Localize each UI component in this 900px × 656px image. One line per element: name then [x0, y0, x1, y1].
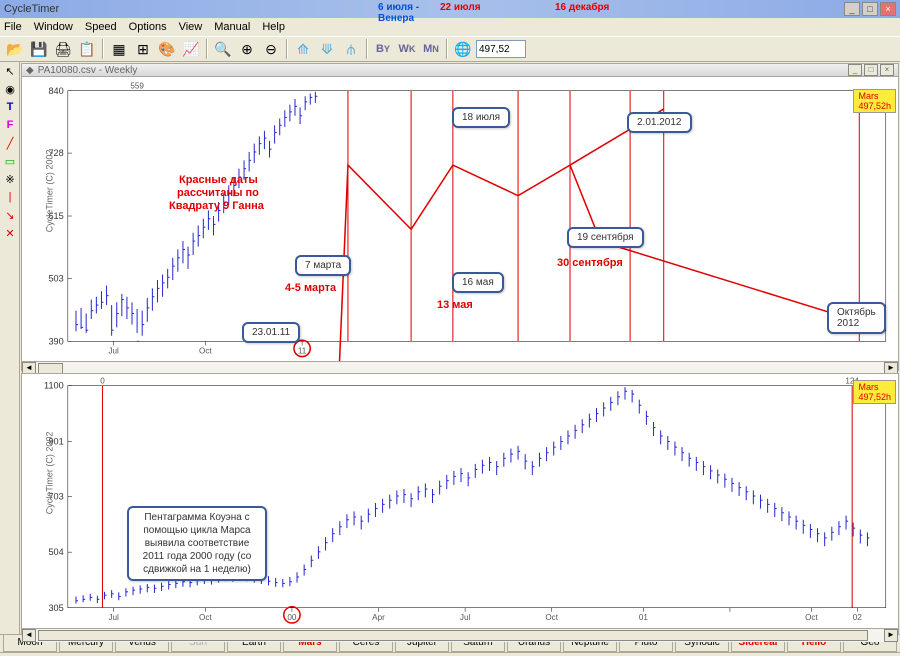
chart2-side-label: CycleTimer (C) 2002	[44, 431, 54, 514]
zoomin-icon[interactable]: ⊕	[236, 38, 258, 60]
save-icon[interactable]: 💾	[28, 38, 50, 60]
chart1-titlebar: ◆ PA10080.csv - Weekly _ □ ×	[22, 64, 898, 77]
svg-text:503: 503	[48, 273, 63, 283]
svg-text:Oct: Oct	[805, 613, 818, 622]
svg-text:Jul: Jul	[460, 613, 471, 622]
value-input[interactable]	[476, 40, 526, 58]
font-icon[interactable]: F	[2, 118, 18, 134]
window-icon[interactable]: ⊞	[132, 38, 154, 60]
chart-icon[interactable]: 📈	[180, 38, 202, 60]
titlebar: CycleTimer _ □ ×	[0, 0, 900, 18]
chart2-scrollbar[interactable]: ◄ ►	[22, 628, 898, 642]
zoomout-icon[interactable]: ⊖	[260, 38, 282, 60]
chart1-mars-box: Mars497,52h	[853, 89, 896, 113]
svg-text:0: 0	[100, 377, 105, 386]
callout: 18 июля	[452, 107, 510, 128]
red-annotation: 13 мая	[437, 299, 473, 311]
open-icon[interactable]: 📂	[4, 38, 26, 60]
red-annotation: Квадрату 9 Ганна	[169, 200, 264, 212]
menu-view[interactable]: View	[179, 21, 203, 33]
arrow-icon[interactable]: ↘	[2, 208, 18, 224]
vline-icon[interactable]: |	[2, 190, 18, 206]
callout: Октябрь2012	[827, 302, 886, 334]
chart1-side-label: CycleTimer (C) 2002	[44, 150, 54, 233]
chart1-min[interactable]: _	[848, 64, 862, 76]
print-icon[interactable]: 🖨	[52, 38, 74, 60]
callout: 2.01.2012	[627, 112, 692, 133]
svg-text:559: 559	[130, 82, 144, 91]
svg-text:Oct: Oct	[199, 613, 212, 622]
menu-options[interactable]: Options	[129, 21, 167, 33]
svg-text:1100: 1100	[44, 381, 64, 391]
symbol-icon[interactable]: ※	[2, 172, 18, 188]
zoom-icon[interactable]: 🔍	[212, 38, 234, 60]
mn-icon[interactable]: MN	[420, 38, 442, 60]
red-annotation: рассчитаны по	[177, 187, 259, 199]
callout: 23.01.11	[242, 322, 300, 343]
svg-text:390: 390	[48, 336, 63, 346]
chart2-body: CycleTimer (C) 2002 3055047039011100JulO…	[22, 374, 898, 628]
minimize-button[interactable]: _	[844, 2, 860, 16]
chart2-window: CycleTimer (C) 2002 3055047039011100JulO…	[21, 373, 899, 635]
cursor-icon[interactable]: ↖	[2, 64, 18, 80]
callout: 16 мая	[452, 272, 504, 293]
candle3-icon[interactable]: ⫛	[340, 38, 362, 60]
text-icon[interactable]: T	[2, 100, 18, 116]
svg-text:00: 00	[287, 613, 297, 622]
chart1-body: CycleTimer (C) 2002 390503615728840JulOc…	[22, 77, 898, 361]
svg-text:Oct: Oct	[199, 347, 212, 356]
palette-icon[interactable]: 🎨	[156, 38, 178, 60]
globe-icon[interactable]: 🌐	[452, 38, 474, 60]
menu-help[interactable]: Help	[262, 21, 285, 33]
rect-icon[interactable]: ▭	[2, 154, 18, 170]
wk-icon[interactable]: WK	[396, 38, 418, 60]
chart1-window: ◆ PA10080.csv - Weekly _ □ × CycleTimer …	[21, 63, 899, 371]
grid-icon[interactable]: ▦	[108, 38, 130, 60]
red-annotation: 4-5 марта	[285, 282, 336, 294]
delete-icon[interactable]: ✕	[2, 226, 18, 242]
maximize-button[interactable]: □	[862, 2, 878, 16]
globe2-icon[interactable]: ◉	[2, 82, 18, 98]
svg-text:Oct: Oct	[545, 613, 558, 622]
chart2-mars-box: Mars497,52h	[853, 380, 896, 404]
by-icon[interactable]: BY	[372, 38, 394, 60]
candle1-icon[interactable]: ⟰	[292, 38, 314, 60]
menu-speed[interactable]: Speed	[85, 21, 117, 33]
chart2-svg: 3055047039011100JulOct00AprJulOct01Oct02…	[22, 374, 898, 628]
callout: 19 сентября	[567, 227, 644, 248]
svg-text:504: 504	[48, 547, 63, 557]
callout-big: Пентаграмма Коуэна с помощью цикла Марса…	[127, 506, 267, 581]
copy-icon[interactable]: 📋	[76, 38, 98, 60]
chart1-close[interactable]: ×	[880, 64, 894, 76]
toolbar: 📂 💾 🖨 📋 ▦ ⊞ 🎨 📈 🔍 ⊕ ⊖ ⟰ ⟱ ⫛ BY WK MN 🌐	[0, 36, 900, 62]
red-annotation: Красные даты	[179, 174, 258, 186]
menubar: File Window Speed Options View Manual Help	[0, 18, 900, 36]
svg-text:01: 01	[639, 613, 649, 622]
callout: 7 марта	[295, 255, 351, 276]
svg-text:Jul: Jul	[108, 613, 119, 622]
chart1-title: PA10080.csv - Weekly	[38, 65, 138, 76]
chart1-max[interactable]: □	[864, 64, 878, 76]
statusbar	[0, 652, 900, 656]
svg-text:Apr: Apr	[372, 613, 385, 622]
menu-window[interactable]: Window	[34, 21, 73, 33]
svg-text:305: 305	[48, 603, 63, 613]
line-icon[interactable]: ╱	[2, 136, 18, 152]
left-toolbar: ↖ ◉ T F ╱ ▭ ※ | ↘ ✕	[0, 62, 20, 634]
candle2-icon[interactable]: ⟱	[316, 38, 338, 60]
window-title: CycleTimer	[4, 3, 844, 15]
svg-text:840: 840	[48, 86, 63, 96]
svg-text:11: 11	[298, 347, 307, 356]
red-annotation: 30 сентября	[557, 257, 623, 269]
svg-text:Jul: Jul	[108, 347, 119, 356]
close-button[interactable]: ×	[880, 2, 896, 16]
menu-file[interactable]: File	[4, 21, 22, 33]
menu-manual[interactable]: Manual	[214, 21, 250, 33]
svg-text:02: 02	[853, 613, 863, 622]
